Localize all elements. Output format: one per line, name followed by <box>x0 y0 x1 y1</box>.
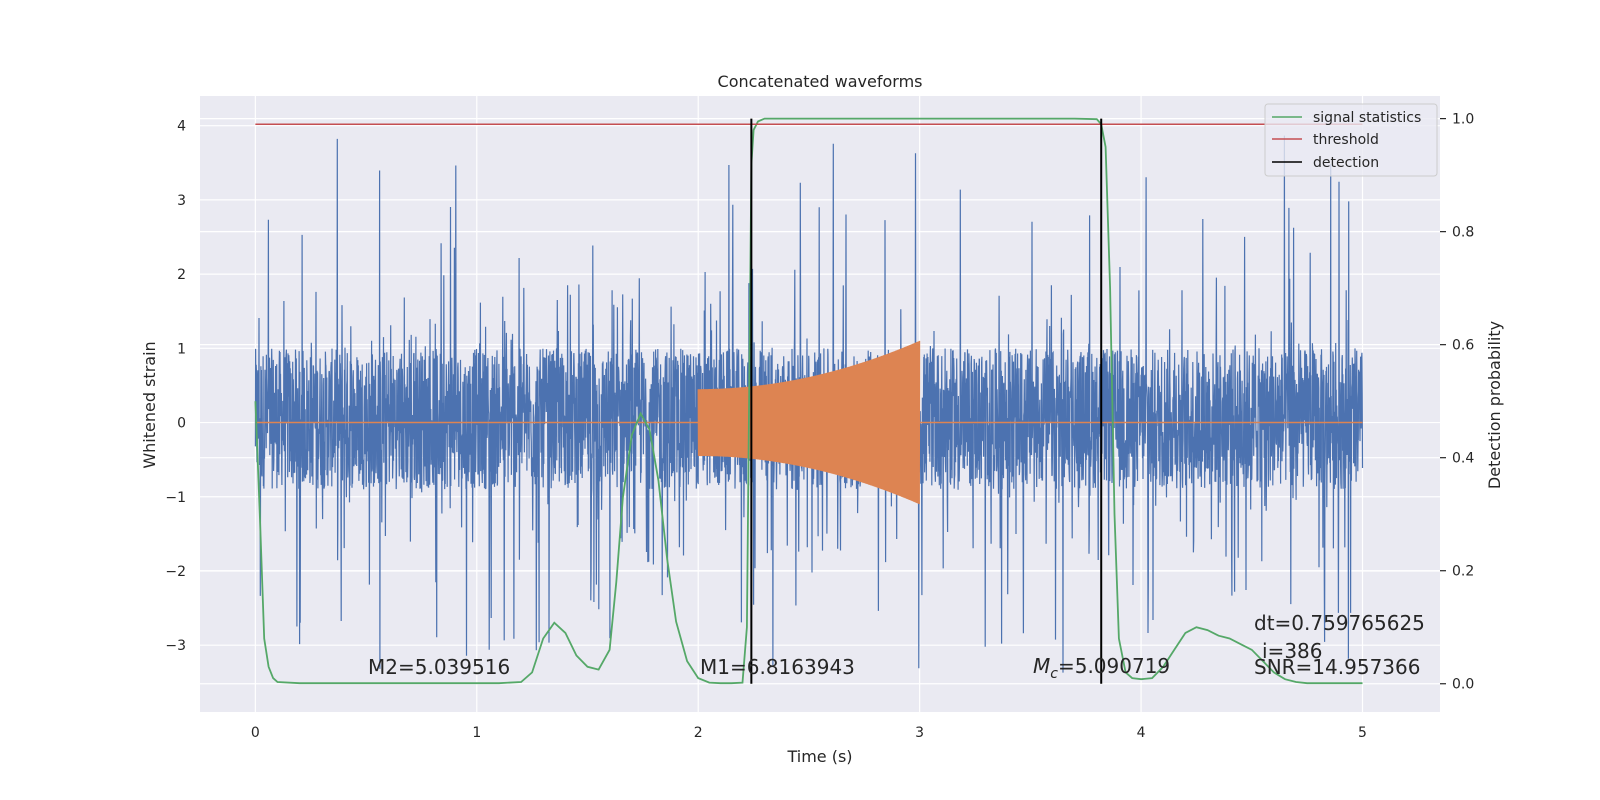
strain-series <box>254 135 1364 673</box>
strain-line <box>254 135 1364 673</box>
annotation-mc-value: =5.090719 <box>1058 654 1170 678</box>
ticks: 0 1 2 3 4 5 −3 −2 −1 0 1 2 3 4 0.0 0.2 0.4 0.6 0.8 1.0 <box>165 112 1474 741</box>
y-tick-label: 3 <box>177 193 186 209</box>
y-right-tick-label: 1.0 <box>1452 112 1474 128</box>
x-tick-label: 0 <box>251 725 260 741</box>
x-tick-label: 5 <box>1358 725 1367 741</box>
legend: signal statistics threshold detection <box>1264 103 1438 177</box>
signal-statistics-line <box>254 117 1363 685</box>
y-tick-label: 0 <box>177 416 186 432</box>
right-axis-series <box>254 117 1363 685</box>
y-right-tick-label: 0.6 <box>1452 338 1474 354</box>
annotation-index: i=386 <box>1262 639 1323 663</box>
annotation-mc-subscript: c <box>1050 666 1058 682</box>
annotation-snr: SNR=14.957366 <box>1254 655 1420 679</box>
y-right-tick-label: 0.4 <box>1452 451 1474 467</box>
chart-title: Concatenated waveforms <box>718 72 923 91</box>
x-tick-label: 4 <box>1137 725 1146 741</box>
legend-label-threshold: threshold <box>1313 132 1379 148</box>
annotation-mc: Mc=5.090719 <box>1033 654 1170 682</box>
y-right-tick-label: 0.2 <box>1452 564 1474 580</box>
y-tick-label: −3 <box>165 638 186 654</box>
x-tick-label: 3 <box>915 725 924 741</box>
waveform-chirp <box>697 340 921 505</box>
legend-box <box>1264 103 1438 177</box>
y-tick-label: −2 <box>165 564 186 580</box>
x-axis-label: Time (s) <box>786 747 852 766</box>
annotation-mc-symbol: M <box>1033 654 1050 678</box>
y-tick-label: 1 <box>177 341 186 357</box>
x-tick-label: 1 <box>472 725 481 741</box>
annotation-m1: M1=6.8163943 <box>700 655 855 679</box>
y-axis-label: Whitened strain <box>140 341 159 468</box>
annotation-m2: M2=5.039516 <box>368 655 510 679</box>
legend-label-signal-statistics: signal statistics <box>1313 110 1421 126</box>
y-tick-label: 4 <box>177 119 186 135</box>
x-tick-label: 2 <box>694 725 703 741</box>
y-right-tick-label: 0.0 <box>1452 677 1474 693</box>
y-right-tick-label: 0.8 <box>1452 225 1474 241</box>
annotation-dt: dt=0.759765625 <box>1254 611 1425 635</box>
y-tick-label: −1 <box>165 490 186 506</box>
legend-label-detection: detection <box>1313 155 1379 171</box>
y-tick-label: 2 <box>177 267 186 283</box>
y-right-axis-label: Detection probability <box>1485 321 1504 489</box>
waveform-series <box>255 340 1363 505</box>
